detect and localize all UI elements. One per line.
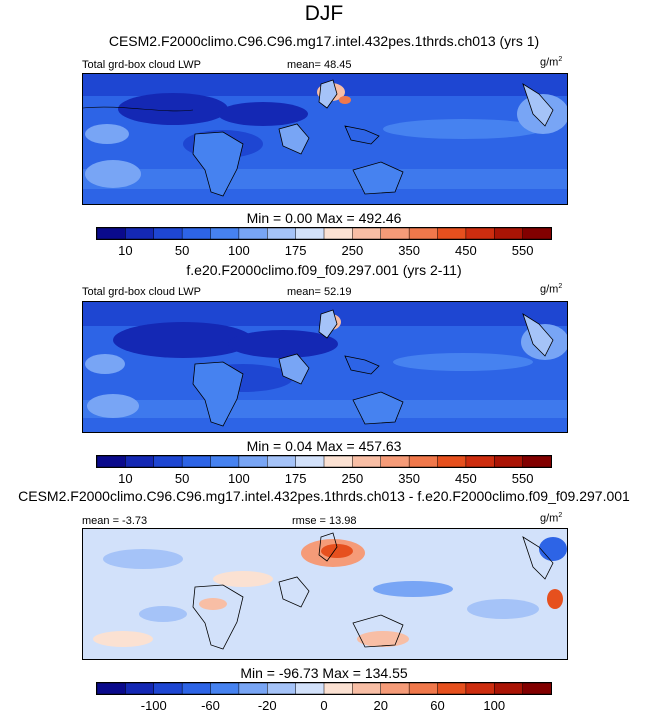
colorbar-swatch	[324, 228, 353, 239]
colorbar-tick-label: 450	[455, 471, 477, 486]
colorbar-tick-label: 550	[512, 243, 534, 258]
panel1-unit-label: g/m2	[540, 56, 562, 69]
figure-title: DJF	[0, 2, 648, 26]
colorbar-tick-label: 50	[175, 471, 189, 486]
colorbar-swatch	[494, 683, 523, 694]
colorbar-swatch	[239, 683, 268, 694]
panel1-minmax: Min = 0.00 Max = 492.46	[0, 210, 648, 226]
colorbar-swatch	[352, 228, 381, 239]
colorbar-swatch	[239, 456, 268, 467]
colorbar-tick-label: -20	[258, 698, 277, 713]
colorbar-swatch	[125, 683, 154, 694]
panel2-colorbar	[96, 455, 552, 468]
colorbar-swatch	[466, 228, 495, 239]
colorbar-swatch	[523, 683, 551, 694]
colorbar-swatch	[154, 228, 183, 239]
colorbar-tick-label: 100	[483, 698, 505, 713]
colorbar-tick-label: 60	[430, 698, 444, 713]
colorbar-swatch	[438, 456, 467, 467]
panel2-minmax: Min = 0.04 Max = 457.63	[0, 438, 648, 454]
colorbar-swatch	[125, 456, 154, 467]
colorbar-tick-label: 10	[118, 243, 132, 258]
panel1-mean-label: mean= 48.45	[287, 59, 352, 71]
colorbar-tick-label: -100	[141, 698, 167, 713]
colorbar-tick-label: -60	[201, 698, 220, 713]
colorbar-swatch	[211, 683, 240, 694]
panel2-left-label: Total grd-box cloud LWP	[82, 286, 201, 298]
colorbar-swatch	[324, 683, 353, 694]
colorbar-swatch	[296, 228, 325, 239]
panel2-unit-label: g/m2	[540, 283, 562, 296]
colorbar-swatch	[438, 228, 467, 239]
panel2-heading: f.e20.F2000climo.f09_f09.297.001 (yrs 2-…	[0, 262, 648, 278]
colorbar-tick-label: 100	[228, 471, 250, 486]
colorbar-swatch	[267, 456, 296, 467]
panel1-map	[82, 73, 568, 205]
colorbar-swatch	[97, 228, 126, 239]
colorbar-swatch	[438, 683, 467, 694]
colorbar-swatch	[381, 456, 410, 467]
colorbar-swatch	[523, 456, 551, 467]
panel3-minmax: Min = -96.73 Max = 134.55	[0, 665, 648, 681]
colorbar-tick-label: 350	[398, 471, 420, 486]
colorbar-swatch	[97, 456, 126, 467]
colorbar-tick-label: 175	[285, 243, 307, 258]
panel3-map	[82, 528, 568, 660]
colorbar-swatch	[125, 228, 154, 239]
colorbar-swatch	[409, 228, 438, 239]
colorbar-swatch	[352, 683, 381, 694]
panel3-unit-label: g/m2	[540, 512, 562, 525]
colorbar-swatch	[182, 683, 211, 694]
colorbar-swatch	[409, 456, 438, 467]
colorbar-swatch	[523, 228, 551, 239]
colorbar-tick-label: 450	[455, 243, 477, 258]
colorbar-swatch	[381, 683, 410, 694]
colorbar-swatch	[494, 456, 523, 467]
colorbar-swatch	[97, 683, 126, 694]
panel2-mean-label: mean= 52.19	[287, 286, 352, 298]
colorbar-swatch	[409, 683, 438, 694]
colorbar-swatch	[267, 228, 296, 239]
colorbar-tick-label: 100	[228, 243, 250, 258]
colorbar-swatch	[154, 456, 183, 467]
colorbar-swatch	[239, 228, 268, 239]
colorbar-swatch	[182, 456, 211, 467]
panel2-map	[82, 301, 568, 433]
colorbar-swatch	[466, 683, 495, 694]
panel3-heading: CESM2.F2000climo.C96.C96.mg17.intel.432p…	[0, 488, 648, 504]
colorbar-swatch	[154, 683, 183, 694]
panel1-heading: CESM2.F2000climo.C96.C96.mg17.intel.432p…	[0, 33, 648, 49]
colorbar-swatch	[466, 456, 495, 467]
colorbar-tick-label: 250	[342, 243, 364, 258]
colorbar-tick-label: 10	[118, 471, 132, 486]
colorbar-tick-label: 175	[285, 471, 307, 486]
panel1-colorbar	[96, 227, 552, 240]
colorbar-tick-label: 50	[175, 243, 189, 258]
colorbar-tick-label: 250	[342, 471, 364, 486]
panel1-left-label: Total grd-box cloud LWP	[82, 59, 201, 71]
colorbar-swatch	[267, 683, 296, 694]
colorbar-swatch	[182, 228, 211, 239]
panel3-rmse-label: rmse = 13.98	[292, 515, 357, 527]
colorbar-swatch	[211, 228, 240, 239]
colorbar-tick-label: 20	[374, 698, 388, 713]
colorbar-tick-label: 0	[320, 698, 327, 713]
colorbar-swatch	[296, 683, 325, 694]
colorbar-swatch	[352, 456, 381, 467]
colorbar-tick-label: 350	[398, 243, 420, 258]
colorbar-tick-label: 550	[512, 471, 534, 486]
colorbar-swatch	[296, 456, 325, 467]
colorbar-swatch	[324, 456, 353, 467]
colorbar-swatch	[494, 228, 523, 239]
colorbar-swatch	[211, 456, 240, 467]
panel3-mean-label: mean = -3.73	[82, 515, 147, 527]
panel3-colorbar	[96, 682, 552, 695]
colorbar-swatch	[381, 228, 410, 239]
